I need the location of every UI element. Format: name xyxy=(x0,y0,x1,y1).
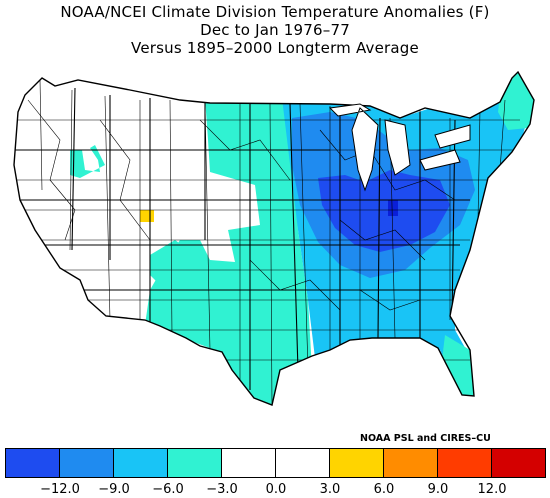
anomaly-region-idaho xyxy=(70,145,105,178)
legend-tick-label: −3.0 xyxy=(206,482,238,497)
legend-color-box xyxy=(113,448,168,478)
map-subtitle-baseline: Versus 1895–2000 Longterm Average xyxy=(131,39,419,57)
legend-color-box xyxy=(329,448,384,478)
legend-tick-label: 6.0 xyxy=(373,482,395,497)
legend-color-box xyxy=(275,448,330,478)
legend-tick-label: 9.0 xyxy=(427,482,449,497)
legend-tick-label: 0.0 xyxy=(265,482,287,497)
credit-label: NOAA PSL and CIRES–CU xyxy=(360,433,491,444)
legend-tick-label: −12.0 xyxy=(40,482,80,497)
anomaly-region-indiana-darkest xyxy=(388,200,398,216)
legend-color-box xyxy=(221,448,276,478)
anomaly-region-utah-warm xyxy=(140,210,154,222)
anomaly-region-ohio-valley xyxy=(318,170,450,252)
map-title: NOAA/NCEI Climate Division Temperature A… xyxy=(60,3,490,21)
anomaly-region-florida xyxy=(442,335,480,400)
legend-color-box xyxy=(5,448,60,478)
legend-tick-label: −6.0 xyxy=(152,482,184,497)
legend-color-box xyxy=(383,448,438,478)
legend-color-box xyxy=(167,448,222,478)
us-climate-map xyxy=(13,71,535,406)
legend-color-box xyxy=(59,448,114,478)
map-subtitle-period: Dec to Jan 1976–77 xyxy=(200,21,350,39)
great-lakes xyxy=(328,103,471,192)
legend-color-box xyxy=(491,448,546,478)
legend-tick-label: 3.0 xyxy=(319,482,341,497)
legend-tick-label: 12.0 xyxy=(477,482,507,497)
color-legend xyxy=(5,448,546,478)
legend-tick-label: −9.0 xyxy=(98,482,130,497)
legend-color-box xyxy=(437,448,492,478)
